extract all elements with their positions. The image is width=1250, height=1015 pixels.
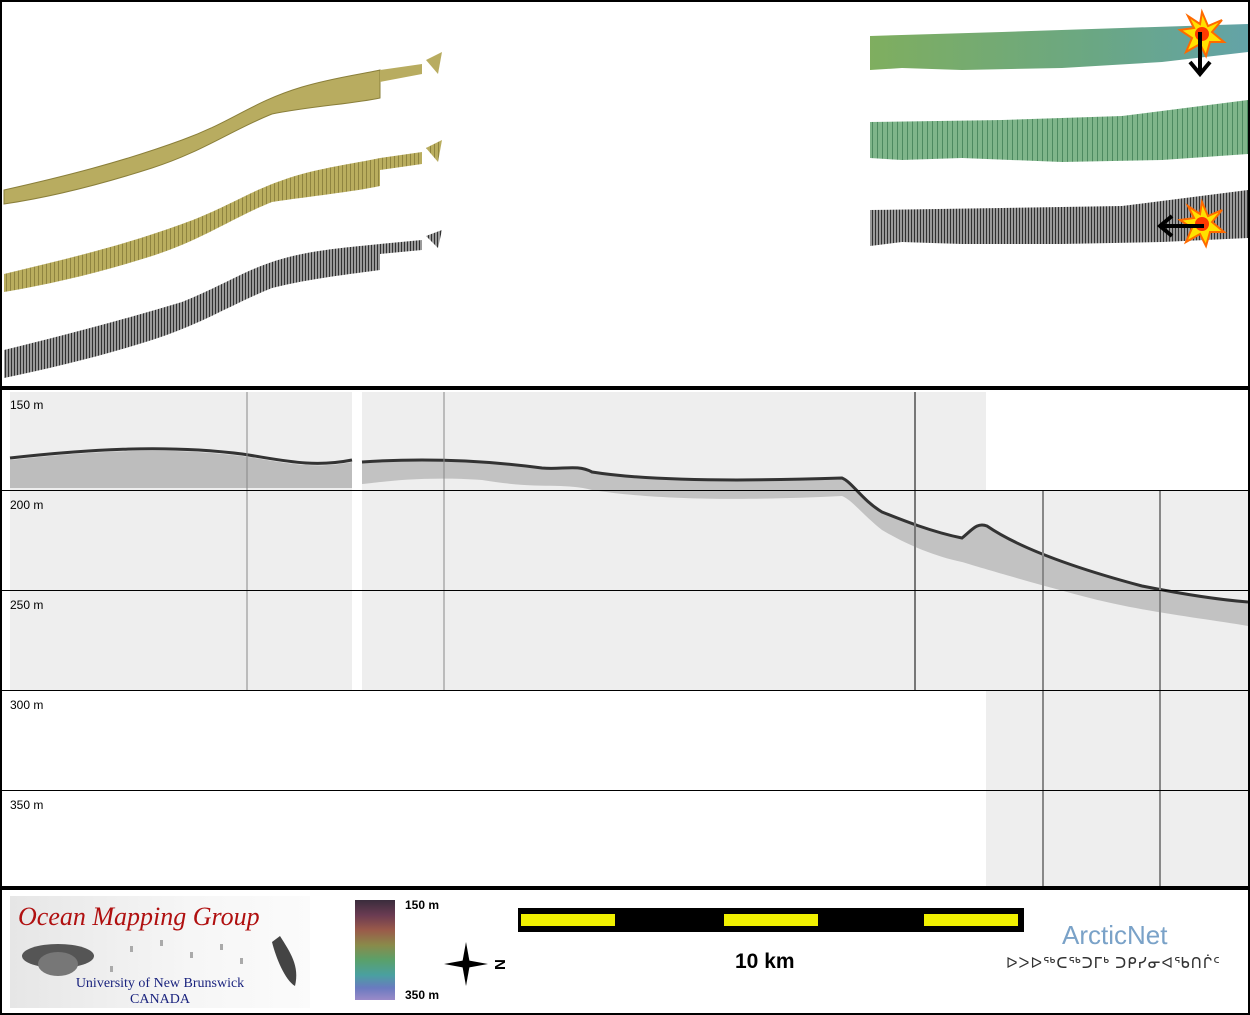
- swath-strip-backscatter-left: [4, 244, 380, 378]
- swath-strips-svg: [3, 8, 1248, 378]
- arcticnet-syllabics: ᐅᐳᐅᖅᑕᖅᑐᒥᒃ ᑐᑭᓯᓂᐊᖃᑎᒌᑦ: [1006, 955, 1221, 972]
- omg-logo: Ocean Mapping Group University of New Br…: [10, 896, 310, 1008]
- swath-strip-shaded-left: [3, 69, 381, 205]
- depth-label-250: 250 m: [10, 598, 44, 612]
- arrow-left-icon: [1156, 214, 1204, 238]
- north-arrow-icon: [444, 942, 488, 986]
- footer-panel: Ocean Mapping Group University of New Br…: [2, 890, 1248, 1011]
- omg-logo-title: Ocean Mapping Group: [18, 902, 260, 931]
- colorbar-bottom-label: 350 m: [405, 988, 440, 1002]
- omg-logo-university: University of New Brunswick: [75, 976, 245, 991]
- swath-strip-shaded-right: [870, 24, 1248, 70]
- swath-strip-backscatter-right: [870, 190, 1248, 246]
- depth-gridline: [2, 490, 1248, 491]
- swath-strip-hatched-right: [870, 100, 1248, 162]
- depth-colorbar: [355, 900, 395, 1000]
- colorbar-top-label: 150 m: [405, 898, 440, 912]
- arcticnet-logo-text: ArcticNet: [1062, 920, 1168, 950]
- depth-label-200: 200 m: [10, 498, 44, 512]
- profile-echogram-svg: [9, 392, 1248, 886]
- subbottom-profile-panel: 150 m 200 m 250 m 300 m 350 m: [2, 390, 1248, 886]
- panel-divider: [0, 386, 1250, 390]
- panel-divider: [0, 886, 1250, 890]
- omg-logo-graphic: [22, 936, 297, 986]
- depth-label-300: 300 m: [10, 698, 44, 712]
- north-label: N: [490, 959, 508, 970]
- depth-gridline: [2, 690, 1248, 691]
- scale-label: 10 km: [735, 950, 795, 973]
- scale-bar: [518, 908, 1024, 932]
- omg-logo-country: CANADA: [130, 992, 190, 1007]
- depth-label-350: 350 m: [10, 798, 44, 812]
- arrow-down-icon: [1188, 32, 1212, 78]
- depth-label-150: 150 m: [10, 398, 44, 412]
- swath-map-panel: [2, 2, 1248, 386]
- swath-strip-hatched-left: [4, 158, 380, 292]
- depth-gridline: [2, 790, 1248, 791]
- depth-gridline: [2, 590, 1248, 591]
